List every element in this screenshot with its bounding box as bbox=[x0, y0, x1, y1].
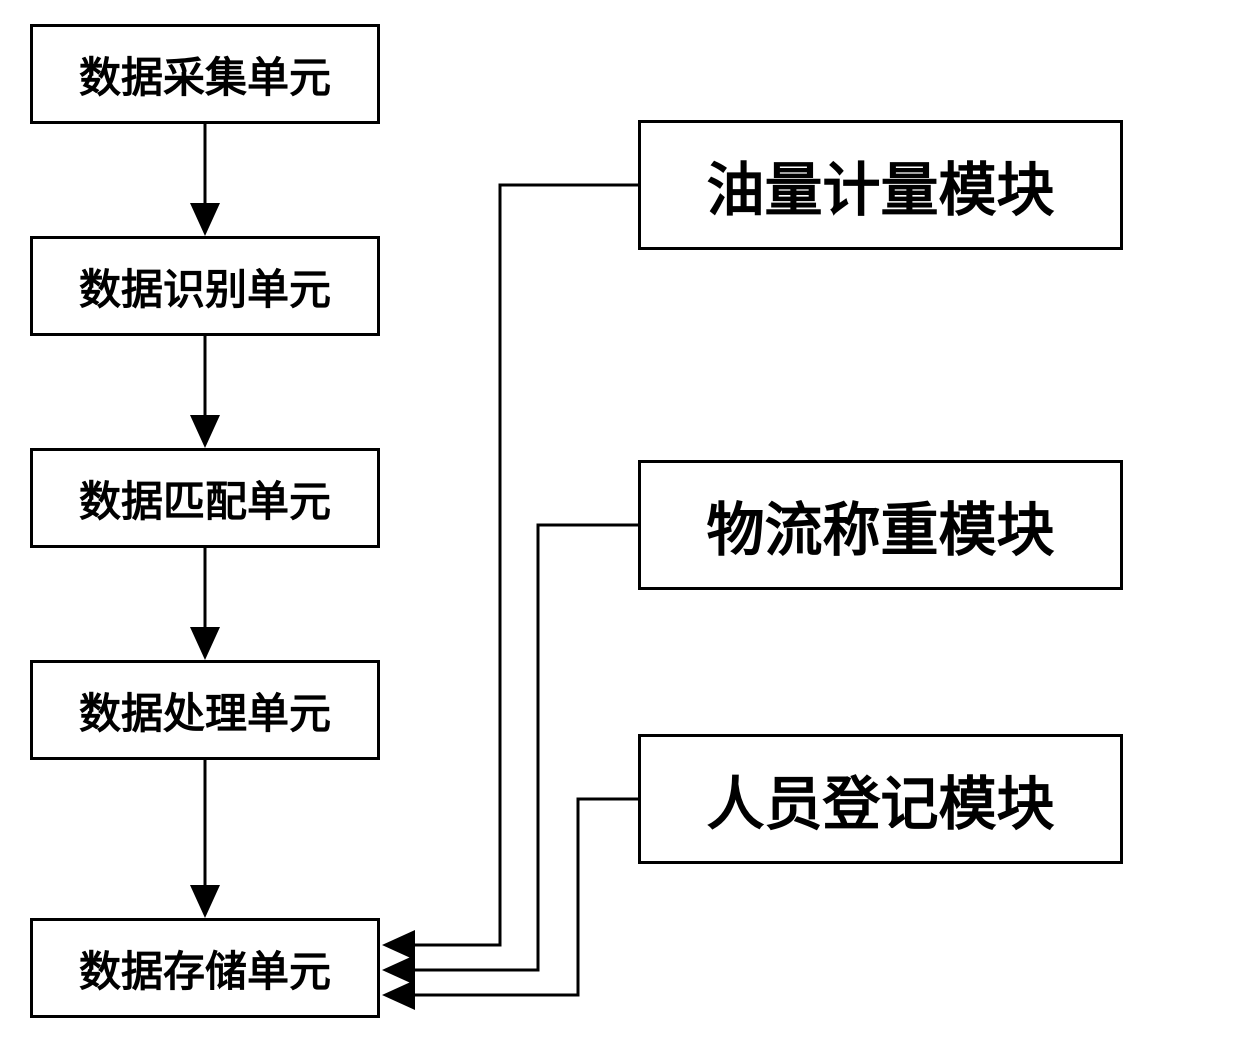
node-label: 数据存储单元 bbox=[79, 938, 331, 999]
node-data-identify: 数据识别单元 bbox=[30, 236, 380, 336]
node-label: 油量计量模块 bbox=[706, 143, 1054, 227]
node-logistics-weigh: 物流称重模块 bbox=[638, 460, 1123, 590]
edge-oil-store bbox=[385, 185, 638, 945]
node-data-collect: 数据采集单元 bbox=[30, 24, 380, 124]
node-personnel-register: 人员登记模块 bbox=[638, 734, 1123, 864]
node-data-match: 数据匹配单元 bbox=[30, 448, 380, 548]
edge-register-store bbox=[385, 799, 638, 995]
node-label: 人员登记模块 bbox=[706, 757, 1054, 841]
flowchart-diagram: 数据采集单元 数据识别单元 数据匹配单元 数据处理单元 数据存储单元 油量计量模… bbox=[0, 0, 1240, 1054]
node-oil-measure: 油量计量模块 bbox=[638, 120, 1123, 250]
node-label: 数据匹配单元 bbox=[79, 468, 331, 529]
node-label: 数据识别单元 bbox=[79, 256, 331, 317]
node-label: 数据处理单元 bbox=[79, 680, 331, 741]
node-label: 物流称重模块 bbox=[706, 483, 1054, 567]
edge-weigh-store bbox=[385, 525, 638, 970]
node-data-process: 数据处理单元 bbox=[30, 660, 380, 760]
node-label: 数据采集单元 bbox=[79, 44, 331, 105]
node-data-store: 数据存储单元 bbox=[30, 918, 380, 1018]
